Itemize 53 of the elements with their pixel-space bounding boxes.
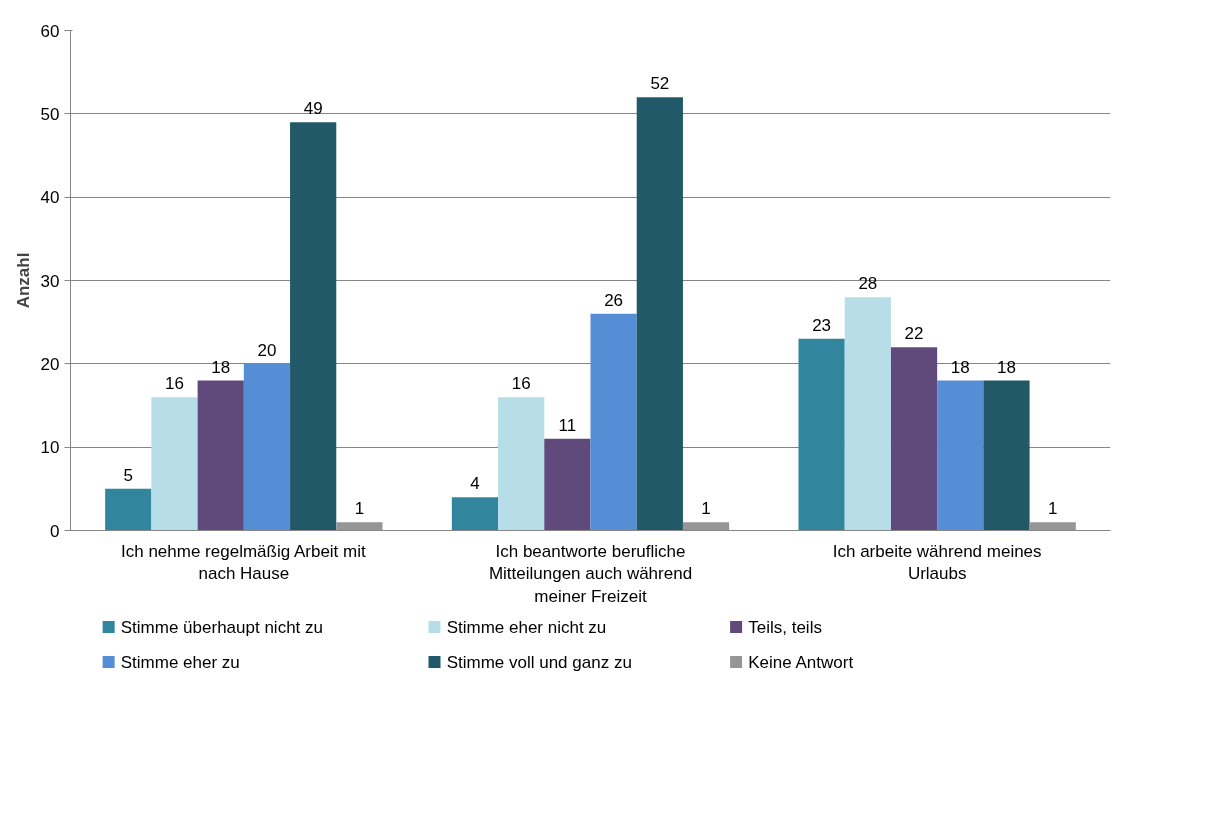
bar — [590, 313, 637, 531]
legend-label: Stimme eher nicht zu — [446, 617, 607, 637]
bar — [151, 397, 198, 531]
data-label: 22 — [904, 324, 924, 344]
bar — [290, 122, 337, 531]
data-label: 52 — [650, 74, 670, 94]
bar — [105, 488, 152, 531]
data-label: 23 — [812, 315, 832, 335]
data-label: 18 — [211, 357, 231, 377]
y-tick-label: 20 — [40, 354, 60, 374]
x-tick-label: Ich beantworte berufliche Mitteilungen auch während meiner Freizeit — [488, 541, 693, 607]
y-axis-title: Anzahl — [13, 252, 33, 309]
bar — [336, 522, 383, 531]
legend-label: Stimme überhaupt nicht zu — [120, 617, 323, 637]
bar — [197, 380, 244, 531]
data-label: 20 — [257, 340, 277, 360]
data-label: 1 — [701, 499, 711, 519]
data-label: 18 — [997, 357, 1016, 377]
bar — [798, 338, 845, 531]
legend-label: Teils, teils — [748, 617, 822, 637]
bar — [243, 363, 291, 531]
x-tick-label: Ich nehme regelmäßig Arbeit mit nach Hause — [121, 541, 366, 584]
legend-label: Stimme eher zu — [120, 652, 240, 672]
x-tick-label: Ich arbeite während meines Urlaubs — [832, 541, 1042, 584]
data-label: 49 — [303, 99, 323, 119]
bar — [890, 347, 938, 531]
data-label: 11 — [558, 415, 577, 435]
legend-label: Keine Antwort — [748, 652, 854, 672]
data-label: 16 — [165, 374, 184, 394]
data-label: 1 — [1047, 499, 1058, 519]
data-label: 16 — [511, 374, 531, 394]
bar — [682, 522, 730, 531]
data-label: 26 — [604, 290, 624, 310]
data-label: 5 — [123, 465, 134, 485]
legend-label: Stimme voll und ganz zu — [446, 652, 632, 672]
y-tick-label: 40 — [40, 188, 60, 208]
bar — [544, 438, 591, 531]
data-label: 4 — [470, 474, 480, 494]
data-label: 1 — [354, 499, 365, 519]
bar — [844, 297, 891, 531]
y-tick-label: 0 — [50, 521, 60, 541]
bar — [983, 380, 1030, 531]
bar — [636, 97, 683, 531]
y-tick-label: 60 — [40, 21, 60, 41]
bar — [937, 380, 984, 531]
data-label: 18 — [950, 357, 970, 377]
bar — [451, 497, 499, 531]
bar — [1029, 522, 1076, 531]
y-tick-label: 10 — [40, 438, 60, 458]
bar — [498, 397, 545, 531]
y-tick-label: 50 — [40, 104, 60, 124]
data-label: 28 — [858, 274, 878, 294]
y-tick-label: 30 — [40, 271, 60, 291]
